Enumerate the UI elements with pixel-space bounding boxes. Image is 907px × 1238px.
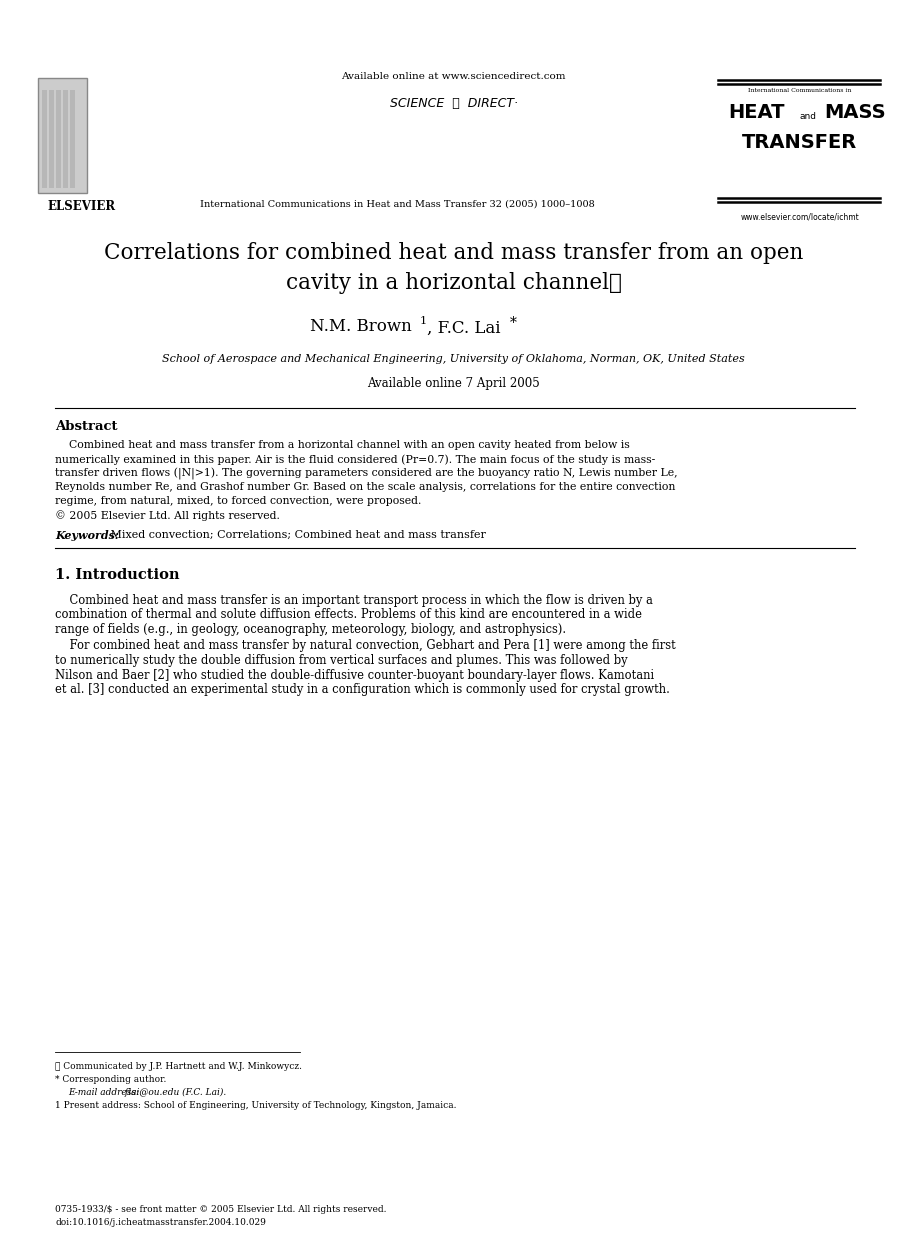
Text: 0735-1933/$ - see front matter © 2005 Elsevier Ltd. All rights reserved.: 0735-1933/$ - see front matter © 2005 El… <box>55 1205 386 1214</box>
Text: 1. Introduction: 1. Introduction <box>55 568 180 582</box>
Bar <box>56 90 61 188</box>
Text: www.elsevier.com/locate/ichmt: www.elsevier.com/locate/ichmt <box>741 212 859 222</box>
Bar <box>42 90 47 188</box>
Text: and: and <box>799 111 816 121</box>
Text: numerically examined in this paper. Air is the fluid considered (Pr=0.7). The ma: numerically examined in this paper. Air … <box>55 454 655 464</box>
Bar <box>38 78 87 193</box>
Text: Abstract: Abstract <box>55 420 118 433</box>
Text: et al. [3] conducted an experimental study in a configuration which is commonly : et al. [3] conducted an experimental stu… <box>55 683 670 696</box>
Text: flai@ou.edu (F.C. Lai).: flai@ou.edu (F.C. Lai). <box>122 1088 226 1097</box>
Text: , F.C. Lai: , F.C. Lai <box>427 319 501 337</box>
Text: SCIENCE  ⓐ  DIRECT·: SCIENCE ⓐ DIRECT· <box>389 97 518 110</box>
Text: International Communications in Heat and Mass Transfer 32 (2005) 1000–1008: International Communications in Heat and… <box>200 201 595 209</box>
Text: © 2005 Elsevier Ltd. All rights reserved.: © 2005 Elsevier Ltd. All rights reserved… <box>55 510 280 521</box>
Text: Available online 7 April 2005: Available online 7 April 2005 <box>367 378 540 390</box>
Text: cavity in a horizontal channel☆: cavity in a horizontal channel☆ <box>286 272 621 293</box>
Text: ★ Communicated by J.P. Hartnett and W.J. Minkowycz.: ★ Communicated by J.P. Hartnett and W.J.… <box>55 1062 302 1071</box>
Text: 1 Present address: School of Engineering, University of Technology, Kingston, Ja: 1 Present address: School of Engineering… <box>55 1101 456 1110</box>
Text: School of Aerospace and Mechanical Engineering, University of Oklahoma, Norman, : School of Aerospace and Mechanical Engin… <box>162 354 745 364</box>
Text: Reynolds number Re, and Grashof number Gr. Based on the scale analysis, correlat: Reynolds number Re, and Grashof number G… <box>55 482 676 491</box>
Text: Available online at www.sciencedirect.com: Available online at www.sciencedirect.co… <box>341 72 566 80</box>
Text: to numerically study the double diffusion from vertical surfaces and plumes. Thi: to numerically study the double diffusio… <box>55 654 628 667</box>
Text: *: * <box>510 316 517 331</box>
Text: 1: 1 <box>420 316 427 326</box>
Bar <box>49 90 54 188</box>
Text: E-mail address:: E-mail address: <box>68 1088 139 1097</box>
Text: range of fields (e.g., in geology, oceanography, meteorology, biology, and astro: range of fields (e.g., in geology, ocean… <box>55 623 566 636</box>
Bar <box>63 90 68 188</box>
Text: For combined heat and mass transfer by natural convection, Gebhart and Pera [1] : For combined heat and mass transfer by n… <box>55 640 676 652</box>
Text: MASS: MASS <box>824 103 886 123</box>
Text: Correlations for combined heat and mass transfer from an open: Correlations for combined heat and mass … <box>103 241 804 264</box>
Text: doi:10.1016/j.icheatmasstransfer.2004.10.029: doi:10.1016/j.icheatmasstransfer.2004.10… <box>55 1218 266 1227</box>
Text: Combined heat and mass transfer is an important transport process in which the f: Combined heat and mass transfer is an im… <box>55 594 653 607</box>
Text: Keywords:: Keywords: <box>55 530 119 541</box>
Text: * Corresponding author.: * Corresponding author. <box>55 1075 166 1084</box>
Text: Nilson and Baer [2] who studied the double-diffusive counter-buoyant boundary-la: Nilson and Baer [2] who studied the doub… <box>55 669 654 681</box>
Text: HEAT: HEAT <box>728 103 785 123</box>
Text: ELSEVIER: ELSEVIER <box>48 201 116 213</box>
Text: TRANSFER: TRANSFER <box>742 132 858 152</box>
Text: transfer driven flows (|N|>1). The governing parameters considered are the buoya: transfer driven flows (|N|>1). The gover… <box>55 468 678 480</box>
Text: Combined heat and mass transfer from a horizontal channel with an open cavity he: Combined heat and mass transfer from a h… <box>55 439 629 449</box>
Text: combination of thermal and solute diffusion effects. Problems of this kind are e: combination of thermal and solute diffus… <box>55 609 642 621</box>
Text: regime, from natural, mixed, to forced convection, were proposed.: regime, from natural, mixed, to forced c… <box>55 496 422 506</box>
Text: Mixed convection; Correlations; Combined heat and mass transfer: Mixed convection; Correlations; Combined… <box>107 530 486 540</box>
Text: N.M. Brown: N.M. Brown <box>310 318 412 335</box>
Text: International Communications in: International Communications in <box>748 88 852 93</box>
Bar <box>70 90 75 188</box>
